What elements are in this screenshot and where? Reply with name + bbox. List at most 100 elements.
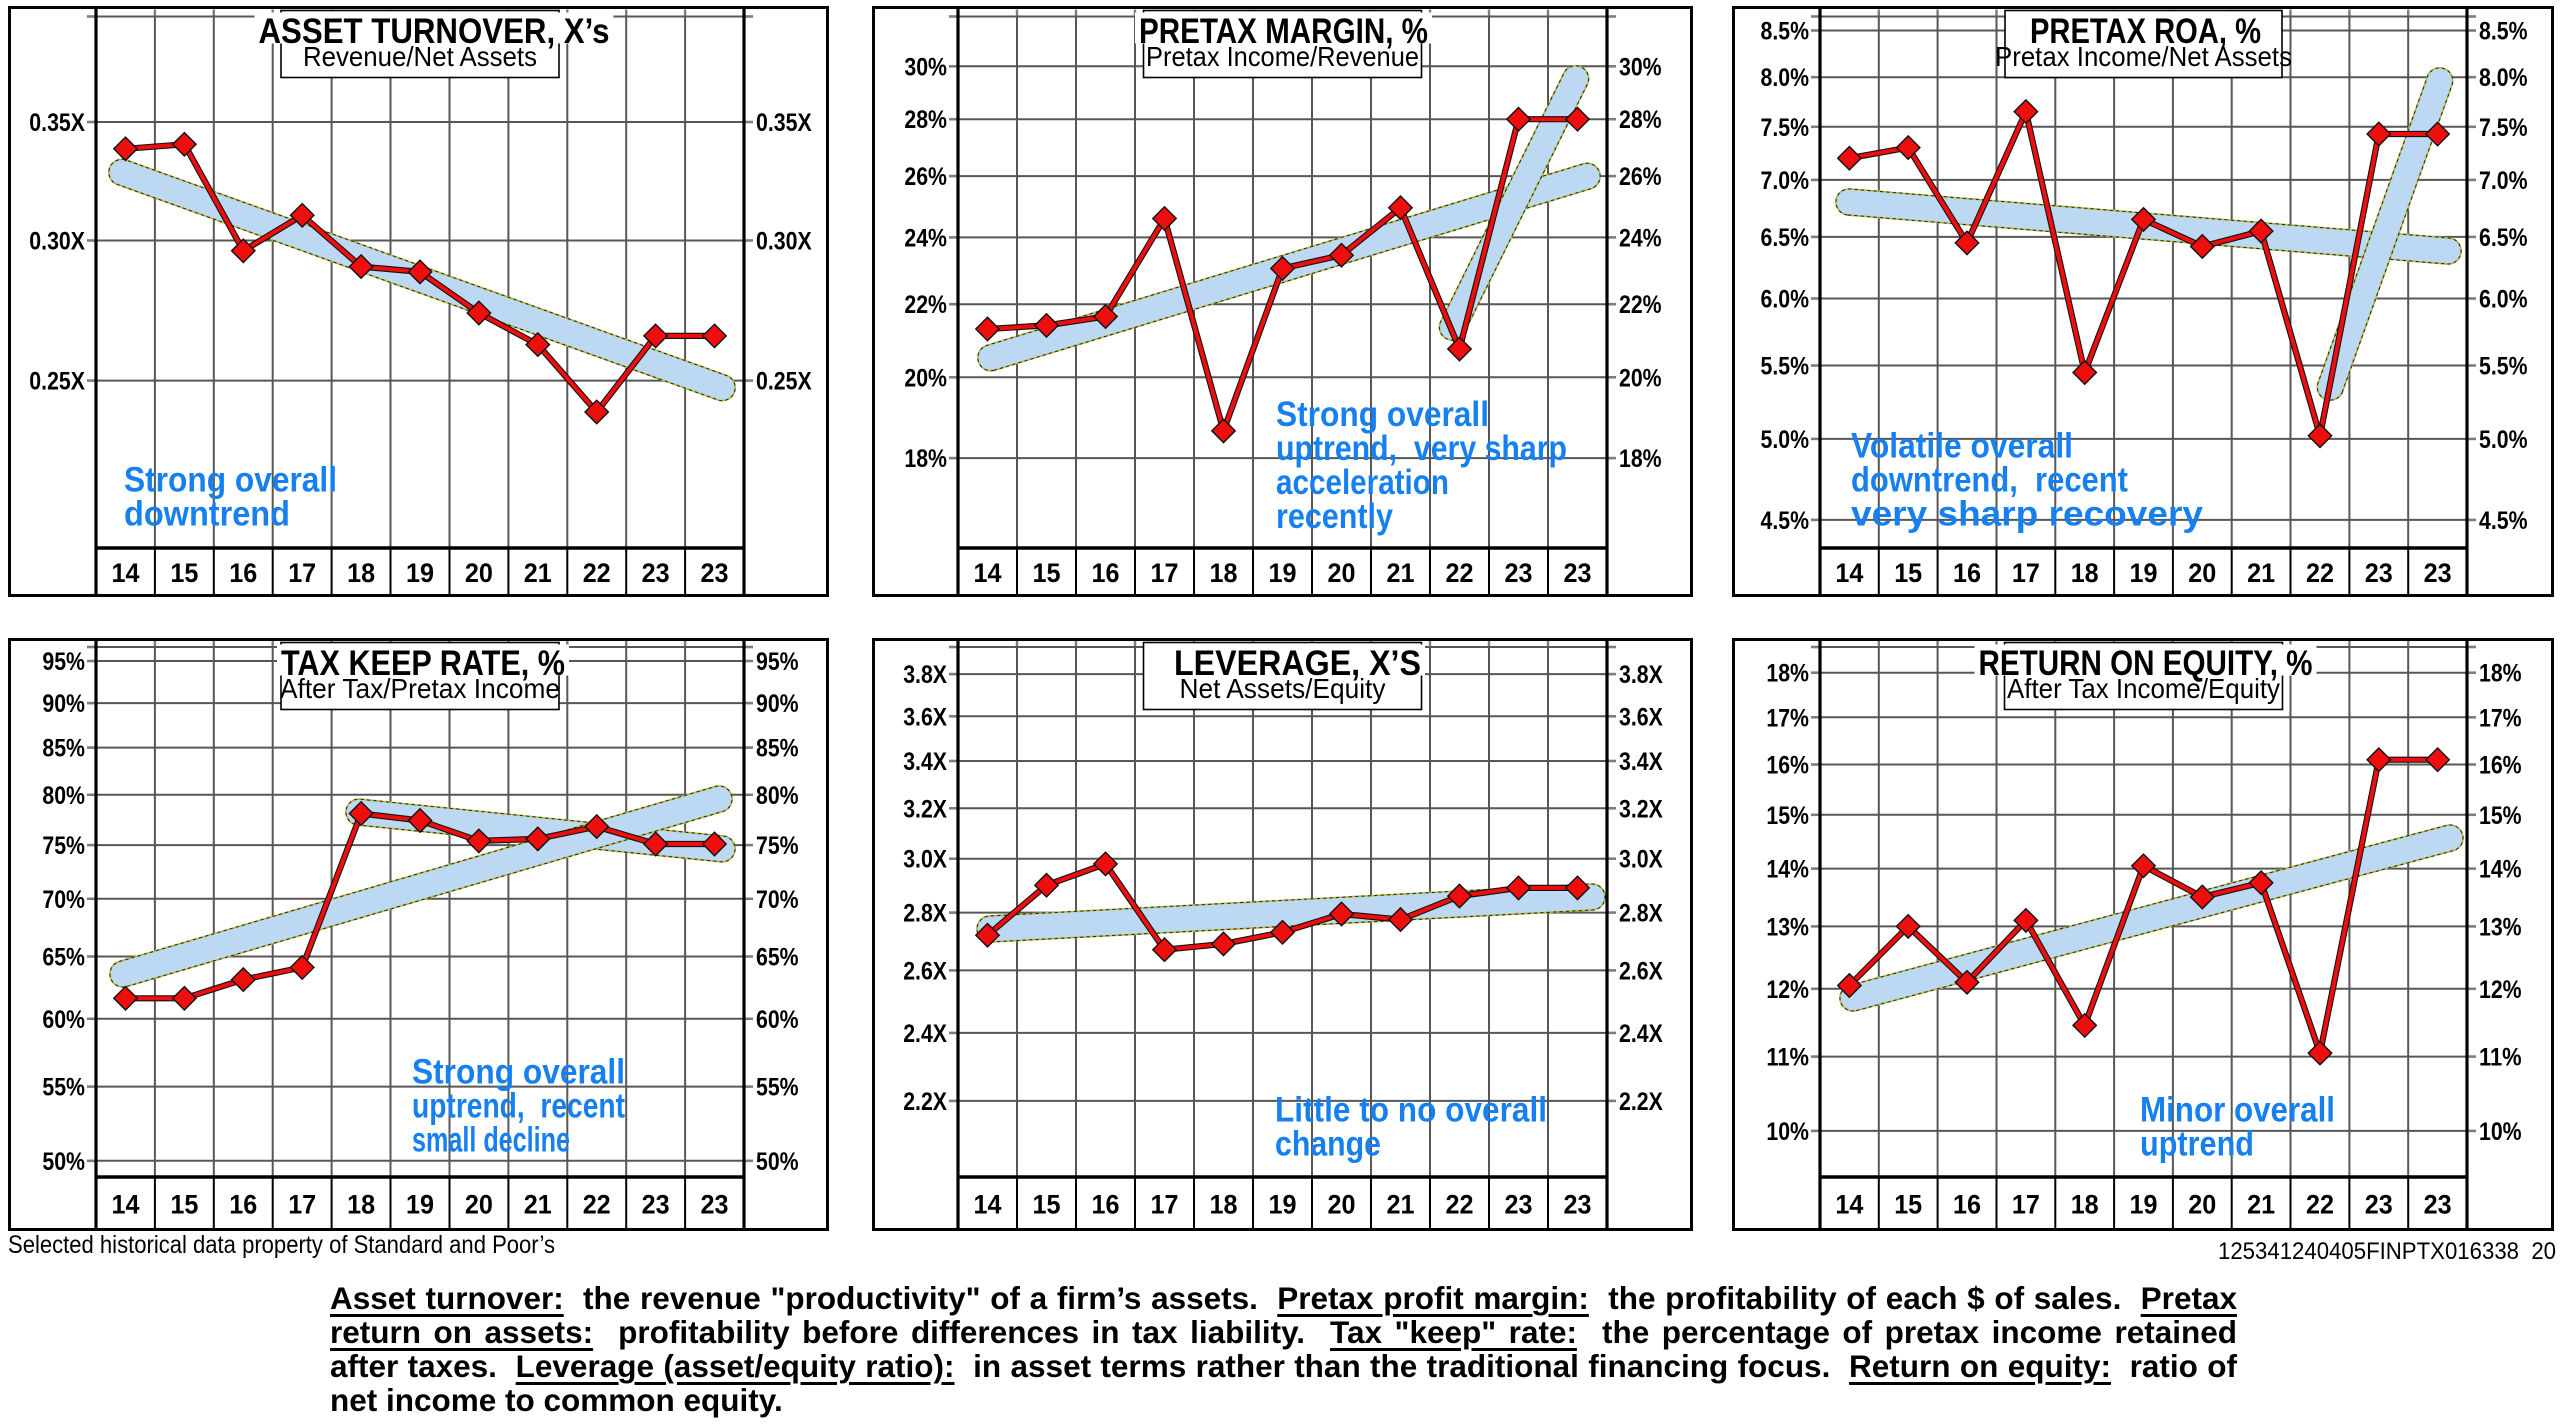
svg-text:uptrend, recent: uptrend, recent [412, 1087, 625, 1126]
svg-text:Minor overall: Minor overall [2140, 1091, 2335, 1130]
svg-text:14: 14 [112, 1190, 140, 1220]
svg-text:uptrend, very sharp: uptrend, very sharp [1276, 429, 1567, 468]
svg-text:75%: 75% [756, 832, 799, 860]
svg-text:3.8X: 3.8X [1619, 661, 1663, 689]
svg-text:14: 14 [1835, 1190, 1863, 1220]
svg-text:15: 15 [170, 1190, 198, 1220]
svg-text:2.8X: 2.8X [903, 900, 947, 928]
svg-text:very sharp recovery: very sharp recovery [1851, 494, 2204, 533]
svg-text:LEVERAGE, X’S: LEVERAGE, X’S [1174, 644, 1421, 683]
svg-text:Strong overall: Strong overall [1276, 395, 1489, 434]
svg-text:17: 17 [1151, 558, 1179, 588]
svg-text:ASSET TURNOVER, X’s: ASSET TURNOVER, X’s [259, 12, 610, 51]
svg-text:Revenue/Net Assets: Revenue/Net Assets [303, 41, 537, 72]
svg-text:125341240405FINPTX016338 20: 125341240405FINPTX016338 20 [2218, 1238, 2556, 1265]
svg-text:85%: 85% [756, 735, 799, 763]
svg-text:50%: 50% [42, 1148, 85, 1176]
svg-text:21: 21 [1387, 558, 1415, 588]
svg-text:Little to no overall: Little to no overall [1275, 1091, 1547, 1130]
svg-text:75%: 75% [42, 832, 85, 860]
svg-text:22%: 22% [1619, 291, 1662, 319]
svg-text:3.2X: 3.2X [903, 795, 947, 823]
svg-text:17: 17 [288, 558, 316, 588]
svg-text:7.0%: 7.0% [1761, 167, 1810, 195]
svg-text:16%: 16% [1766, 752, 1809, 780]
svg-text:13%: 13% [2479, 913, 2522, 941]
svg-text:0.30X: 0.30X [756, 228, 812, 256]
svg-text:19: 19 [406, 558, 434, 588]
svg-text:13%: 13% [1766, 913, 1809, 941]
svg-text:14: 14 [1835, 558, 1863, 588]
svg-text:change: change [1275, 1125, 1381, 1164]
svg-text:23: 23 [642, 1190, 670, 1220]
svg-text:15: 15 [1894, 558, 1922, 588]
svg-text:60%: 60% [756, 1006, 799, 1034]
svg-text:0.35X: 0.35X [756, 109, 812, 137]
svg-text:14%: 14% [1766, 856, 1809, 884]
svg-text:3.6X: 3.6X [1619, 703, 1663, 731]
svg-text:PRETAX ROA, %: PRETAX ROA, % [2030, 12, 2261, 51]
svg-text:15: 15 [170, 558, 198, 588]
svg-text:18: 18 [347, 558, 375, 588]
svg-text:2.2X: 2.2X [1619, 1088, 1663, 1116]
svg-text:After Tax/Pretax Income: After Tax/Pretax Income [280, 673, 560, 704]
svg-text:17%: 17% [2479, 704, 2522, 732]
svg-text:18: 18 [2071, 558, 2099, 588]
svg-text:22: 22 [2306, 1190, 2334, 1220]
svg-text:After Tax Income/Equity: After Tax Income/Equity [2007, 673, 2280, 704]
svg-text:0.35X: 0.35X [29, 109, 85, 137]
svg-text:0.25X: 0.25X [756, 368, 812, 396]
svg-text:28%: 28% [1619, 106, 1662, 134]
svg-text:recently: recently [1276, 497, 1393, 536]
svg-text:5.0%: 5.0% [2479, 426, 2528, 454]
svg-text:18%: 18% [904, 445, 947, 473]
svg-text:2.6X: 2.6X [1619, 957, 1663, 985]
svg-text:20: 20 [2188, 1190, 2216, 1220]
svg-text:60%: 60% [42, 1006, 85, 1034]
svg-text:17: 17 [1151, 1190, 1179, 1220]
svg-text:6.0%: 6.0% [1761, 286, 1810, 314]
svg-text:3.0X: 3.0X [903, 846, 947, 874]
svg-text:20: 20 [465, 1190, 493, 1220]
svg-text:28%: 28% [904, 106, 947, 134]
svg-text:small decline: small decline [412, 1121, 570, 1160]
svg-text:8.0%: 8.0% [1761, 64, 1810, 92]
svg-text:21: 21 [1387, 1190, 1415, 1220]
svg-text:Net Assets/Equity: Net Assets/Equity [1180, 673, 1386, 704]
svg-text:30%: 30% [904, 53, 947, 81]
svg-text:6.5%: 6.5% [1761, 224, 1810, 252]
svg-text:2.4X: 2.4X [1619, 1020, 1663, 1048]
svg-text:7.5%: 7.5% [2479, 114, 2528, 142]
svg-text:3.4X: 3.4X [903, 748, 947, 776]
svg-text:95%: 95% [756, 648, 799, 676]
svg-text:8.0%: 8.0% [2479, 64, 2528, 92]
svg-text:10%: 10% [2479, 1118, 2522, 1146]
svg-text:16: 16 [229, 1190, 257, 1220]
svg-text:19: 19 [406, 1190, 434, 1220]
svg-text:22: 22 [1446, 1190, 1474, 1220]
svg-text:17: 17 [2012, 558, 2040, 588]
svg-text:15: 15 [1033, 1190, 1061, 1220]
svg-text:5.5%: 5.5% [2479, 353, 2528, 381]
svg-text:RETURN ON EQUITY, %: RETURN ON EQUITY, % [1979, 644, 2313, 683]
svg-text:3.6X: 3.6X [903, 703, 947, 731]
svg-text:11%: 11% [2479, 1044, 2522, 1072]
svg-text:0.30X: 0.30X [29, 228, 85, 256]
svg-text:Selected historical data prope: Selected historical data property of Sta… [8, 1231, 555, 1259]
svg-text:16: 16 [1092, 558, 1120, 588]
svg-text:6.0%: 6.0% [2479, 286, 2528, 314]
svg-text:26%: 26% [904, 163, 947, 191]
svg-text:18: 18 [2071, 1190, 2099, 1220]
svg-text:7.0%: 7.0% [2479, 167, 2528, 195]
svg-text:3.2X: 3.2X [1619, 795, 1663, 823]
svg-text:2.2X: 2.2X [903, 1088, 947, 1116]
svg-text:50%: 50% [756, 1148, 799, 1176]
svg-text:20: 20 [2188, 558, 2216, 588]
svg-text:15%: 15% [1766, 802, 1809, 830]
svg-text:23: 23 [2424, 558, 2452, 588]
svg-text:12%: 12% [1766, 976, 1809, 1004]
svg-text:19: 19 [2130, 1190, 2158, 1220]
svg-text:14: 14 [974, 558, 1002, 588]
svg-text:80%: 80% [756, 782, 799, 810]
svg-text:14: 14 [974, 1190, 1002, 1220]
